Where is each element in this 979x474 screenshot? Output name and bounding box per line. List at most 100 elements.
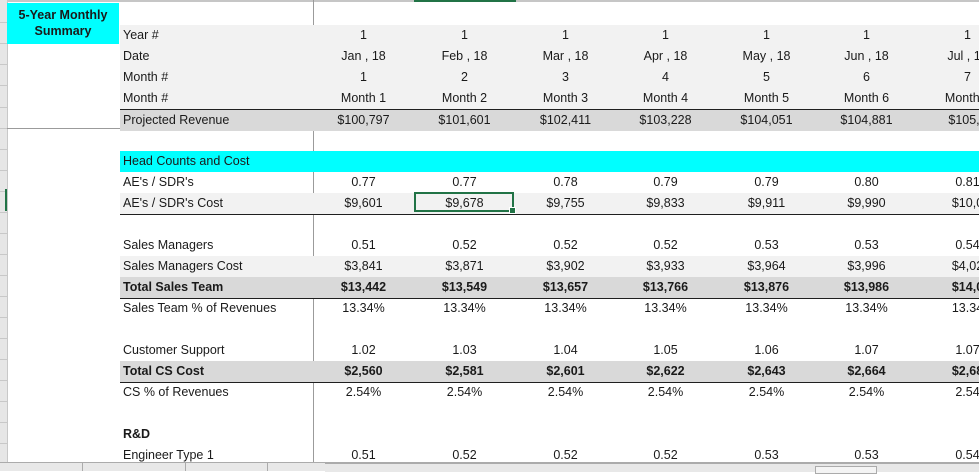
cell[interactable]: 1	[763, 28, 770, 42]
cell[interactable]: $9,833	[646, 196, 685, 210]
cell[interactable]: Jul , 18	[947, 49, 979, 63]
cell[interactable]: 1.07	[955, 343, 979, 357]
cell[interactable]: $103,228	[639, 113, 692, 127]
cell[interactable]: 1.07	[854, 343, 879, 357]
cell[interactable]: 0.51	[351, 448, 376, 462]
cell[interactable]: $3,871	[445, 259, 484, 273]
cell[interactable]: 0.79	[754, 175, 779, 189]
cell[interactable]: $2,560	[344, 364, 383, 378]
cell[interactable]: 2.54%	[647, 385, 684, 399]
cell[interactable]: Month 1	[340, 91, 387, 105]
cell[interactable]: 0.52	[653, 448, 678, 462]
cell[interactable]: 4	[662, 70, 669, 84]
cell[interactable]: 1	[964, 28, 971, 42]
cell[interactable]: Mar , 18	[542, 49, 589, 63]
cell[interactable]: $9,601	[344, 196, 383, 210]
cell[interactable]: 0.53	[754, 448, 779, 462]
cell[interactable]: 2.54%	[345, 385, 382, 399]
cell[interactable]: 0.79	[653, 175, 678, 189]
cell[interactable]: $13,549	[441, 280, 488, 294]
cell[interactable]: $13,442	[340, 280, 387, 294]
cell[interactable]: Month 6	[843, 91, 890, 105]
cell[interactable]: $2,601	[546, 364, 585, 378]
cell[interactable]: $13,766	[642, 280, 689, 294]
cell[interactable]: $4,02	[951, 259, 979, 273]
cell[interactable]: 0.53	[854, 238, 879, 252]
cell[interactable]: $104,881	[840, 113, 893, 127]
cell[interactable]: 0.78	[553, 175, 578, 189]
horizontal-scrollbar[interactable]	[325, 463, 979, 474]
cell[interactable]: 1	[662, 28, 669, 42]
cell[interactable]: 6	[863, 70, 870, 84]
cell[interactable]: Jan , 18	[341, 49, 386, 63]
cell[interactable]: 1	[461, 28, 468, 42]
cell[interactable]: $9,990	[847, 196, 886, 210]
selected-cell-border[interactable]	[414, 192, 516, 214]
cell[interactable]: 1.02	[351, 343, 376, 357]
cell[interactable]: 0.77	[351, 175, 376, 189]
cell[interactable]: 2.54%	[547, 385, 584, 399]
cell[interactable]: 1.05	[653, 343, 678, 357]
cell[interactable]: Feb , 18	[441, 49, 488, 63]
cell[interactable]: 0.52	[553, 238, 578, 252]
cell[interactable]: Month 5	[743, 91, 790, 105]
cell[interactable]: 13.34%	[644, 301, 687, 315]
row-header-strip[interactable]	[0, 0, 8, 462]
cell[interactable]: $9,678	[445, 196, 484, 210]
cell[interactable]: $3,902	[546, 259, 585, 273]
cell[interactable]: Jun , 18	[844, 49, 889, 63]
cell[interactable]: 2.54%	[748, 385, 785, 399]
cell[interactable]: 13.34%	[342, 301, 385, 315]
cell[interactable]: Month 7	[944, 91, 979, 105]
cell[interactable]: 1	[360, 70, 367, 84]
cell[interactable]: $9,911	[747, 196, 786, 210]
cell[interactable]: Month 3	[542, 91, 589, 105]
cell[interactable]: 0.53	[854, 448, 879, 462]
cell[interactable]: 7	[964, 70, 971, 84]
cell[interactable]: 0.81	[955, 175, 979, 189]
cell[interactable]: $2,643	[747, 364, 786, 378]
cell[interactable]: Month 2	[441, 91, 488, 105]
cell[interactable]: $2,664	[847, 364, 886, 378]
cell[interactable]: $3,996	[847, 259, 886, 273]
cell[interactable]: 0.54	[955, 238, 979, 252]
cell[interactable]: 2.54	[955, 385, 979, 399]
cell[interactable]: 0.52	[553, 448, 578, 462]
cell[interactable]: 0.54	[955, 448, 979, 462]
cell[interactable]: May , 18	[742, 49, 791, 63]
fill-handle[interactable]	[509, 207, 516, 214]
cell[interactable]: 1.06	[754, 343, 779, 357]
cell[interactable]: $13,657	[542, 280, 589, 294]
cell[interactable]: 0.53	[754, 238, 779, 252]
cell[interactable]: $9,755	[546, 196, 585, 210]
cell[interactable]: $101,601	[438, 113, 491, 127]
cell[interactable]: 1	[562, 28, 569, 42]
cell[interactable]: Month 4	[642, 91, 689, 105]
cell[interactable]: 0.52	[653, 238, 678, 252]
scrollbar-thumb[interactable]	[815, 466, 877, 474]
cell[interactable]: $2,68	[951, 364, 979, 378]
cell[interactable]: $102,411	[539, 113, 592, 127]
cell[interactable]: $13,986	[843, 280, 890, 294]
cell[interactable]: $104,051	[740, 113, 793, 127]
cell[interactable]: $14,0	[951, 280, 979, 294]
sheet-title-cell[interactable]: 5-Year Monthly Summary	[7, 3, 119, 44]
cell[interactable]: 2.54%	[848, 385, 885, 399]
cell[interactable]: 0.51	[351, 238, 376, 252]
cell[interactable]: 13.34%	[544, 301, 587, 315]
cell[interactable]: 1	[863, 28, 870, 42]
cell[interactable]: 2.54%	[446, 385, 483, 399]
cell[interactable]: 13.34%	[745, 301, 788, 315]
cell[interactable]: 5	[763, 70, 770, 84]
cell[interactable]: $3,933	[646, 259, 685, 273]
cell[interactable]: $3,964	[747, 259, 786, 273]
cell[interactable]: 1	[360, 28, 367, 42]
cell[interactable]: 0.77	[452, 175, 477, 189]
cell[interactable]: 13.34%	[443, 301, 486, 315]
cell[interactable]: 0.52	[452, 448, 477, 462]
cell[interactable]: 0.80	[854, 175, 879, 189]
cell[interactable]: $13,876	[743, 280, 790, 294]
cell[interactable]: 1.04	[553, 343, 578, 357]
cell[interactable]: 0.52	[452, 238, 477, 252]
cell[interactable]: 13.34	[951, 301, 979, 315]
